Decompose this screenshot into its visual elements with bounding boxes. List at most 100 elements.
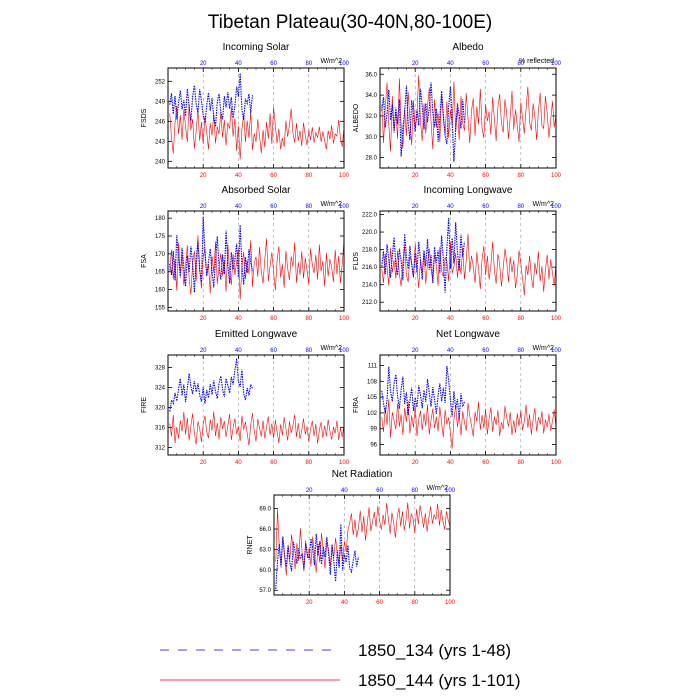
y-axis-label: FSA xyxy=(141,254,148,268)
x-tick-label-bottom: 40 xyxy=(235,460,242,466)
plot-frame xyxy=(167,354,345,456)
x-tick-label-bottom: 40 xyxy=(235,173,242,179)
x-tick-label-bottom: 60 xyxy=(376,600,383,606)
series-1850-134-line xyxy=(169,216,254,293)
y-tick-label: 316 xyxy=(155,426,166,432)
x-tick-label-bottom: 80 xyxy=(305,460,312,466)
x-tick-label-top: 100 xyxy=(339,348,350,354)
x-tick-label-top: 40 xyxy=(341,488,348,494)
x-tick-label-top: 60 xyxy=(482,204,489,210)
x-tick-label-bottom: 60 xyxy=(482,460,489,466)
panel-units: W/m^2 xyxy=(532,201,554,208)
y-tick-label: 218.0 xyxy=(362,248,378,254)
y-tick-label: 220.0 xyxy=(362,230,378,236)
y-tick-label: 28.0 xyxy=(365,156,377,162)
x-tick-label-bottom: 20 xyxy=(200,316,207,322)
panel-1: Albedo % reflected 20 20 40 40 60 60 80 80 100 100 2… xyxy=(353,42,562,179)
y-tick-label: 320 xyxy=(155,406,166,412)
x-tick-label-top: 100 xyxy=(339,204,350,210)
y-tick-label: 66.0 xyxy=(259,527,271,533)
x-tick-label-bottom: 80 xyxy=(305,316,312,322)
x-tick-label-top: 60 xyxy=(482,348,489,354)
panel-units: W/m^2 xyxy=(426,485,448,492)
series-1850-134-line xyxy=(381,365,465,419)
x-tick-label-top: 80 xyxy=(305,61,312,67)
y-axis-label: FLDS xyxy=(353,252,360,270)
x-tick-label-bottom: 100 xyxy=(551,460,562,466)
x-tick-label-bottom: 80 xyxy=(305,173,312,179)
series-1850-144-line xyxy=(381,399,556,449)
panel-units: W/m^2 xyxy=(532,345,554,352)
x-tick-label-top: 80 xyxy=(517,204,524,210)
x-tick-label-top: 40 xyxy=(447,61,454,67)
y-tick-label: 175 xyxy=(155,234,166,240)
x-tick-label-top: 60 xyxy=(270,204,277,210)
x-tick-label-bottom: 20 xyxy=(412,173,419,179)
plot-frame xyxy=(167,210,345,312)
legend: 1850_134 (yrs 1-48) 1850_144 (yrs 1-101) xyxy=(160,641,521,690)
y-tick-label: 108 xyxy=(367,379,378,385)
y-axis-label: FIRA xyxy=(353,397,360,413)
y-tick-label: 34.0 xyxy=(365,93,377,99)
panel-title: Albedo xyxy=(452,42,484,53)
panel-6: Net Radiation W/m^2 20 20 40 40 60 60 80 80 100 100… xyxy=(247,469,456,606)
panel-title: Incoming Solar xyxy=(223,42,290,53)
y-tick-label: 246 xyxy=(155,119,166,125)
x-tick-label-bottom: 100 xyxy=(339,173,350,179)
panel-5: Net Longwave W/m^2 20 20 40 40 60 60 80 80 100 100 9… xyxy=(353,329,562,466)
y-tick-label: 96 xyxy=(370,442,377,448)
y-tick-label: 105 xyxy=(367,395,378,401)
x-tick-label-bottom: 60 xyxy=(270,316,277,322)
x-tick-label-top: 40 xyxy=(235,348,242,354)
figure-title: Tibetan Plateau(30-40N,80-100E) xyxy=(208,12,492,33)
panel-units: % reflected xyxy=(519,58,554,65)
x-tick-label-bottom: 100 xyxy=(445,600,456,606)
panel-3: Incoming Longwave W/m^2 20 20 40 40 60 60 80 80 10… xyxy=(353,185,562,322)
x-tick-label-top: 80 xyxy=(517,348,524,354)
y-tick-label: 160 xyxy=(155,288,166,294)
y-tick-label: 243 xyxy=(155,139,166,145)
x-tick-label-bottom: 60 xyxy=(482,316,489,322)
x-tick-label-top: 60 xyxy=(270,348,277,354)
panel-0: Incoming Solar W/m^2 20 20 40 40 60 60 80 80 100 10… xyxy=(141,42,350,179)
series-1850-134-line xyxy=(275,524,360,589)
panel-title: Net Longwave xyxy=(436,329,500,340)
y-tick-label: 99 xyxy=(370,427,377,433)
x-tick-label-top: 100 xyxy=(551,61,562,67)
panel-units: W/m^2 xyxy=(320,201,342,208)
x-tick-label-top: 60 xyxy=(376,488,383,494)
x-tick-label-top: 80 xyxy=(305,348,312,354)
series-1850-144-line xyxy=(275,502,450,576)
y-tick-label: 111 xyxy=(368,364,378,370)
x-tick-label-bottom: 40 xyxy=(341,600,348,606)
plot-frame xyxy=(379,354,557,456)
x-tick-label-top: 100 xyxy=(551,204,562,210)
y-tick-label: 180 xyxy=(155,216,166,222)
x-tick-label-top: 20 xyxy=(200,204,207,210)
panel-title: Incoming Longwave xyxy=(424,185,513,196)
x-tick-label-top: 20 xyxy=(412,348,419,354)
panel-2: Absorbed Solar W/m^2 20 20 40 40 60 60 80 80 100 10… xyxy=(141,185,350,322)
y-tick-label: 69.0 xyxy=(259,507,271,513)
series-1850-144-line xyxy=(169,103,344,160)
y-axis-label: FSDS xyxy=(141,108,148,127)
x-tick-label-bottom: 80 xyxy=(517,173,524,179)
y-tick-label: 30.0 xyxy=(365,135,377,141)
plot-frame xyxy=(167,67,345,169)
x-tick-label-bottom: 80 xyxy=(517,460,524,466)
x-tick-label-bottom: 60 xyxy=(482,173,489,179)
y-axis-label: FIRE xyxy=(141,397,148,413)
panel-title: Absorbed Solar xyxy=(222,185,292,196)
x-tick-label-top: 20 xyxy=(200,348,207,354)
y-tick-label: 57.0 xyxy=(259,588,271,594)
y-tick-label: 165 xyxy=(155,270,166,276)
y-tick-label: 102 xyxy=(367,411,378,417)
legend-label-1850-134: 1850_134 (yrs 1-48) xyxy=(358,641,511,660)
x-tick-label-bottom: 100 xyxy=(551,316,562,322)
y-tick-label: 32.0 xyxy=(365,114,377,120)
x-tick-label-top: 80 xyxy=(411,488,418,494)
chart-panels: Incoming Solar W/m^2 20 20 40 40 60 60 80 80 100 10… xyxy=(141,42,562,606)
y-tick-label: 249 xyxy=(155,99,166,105)
series-1850-134-line xyxy=(169,73,254,127)
